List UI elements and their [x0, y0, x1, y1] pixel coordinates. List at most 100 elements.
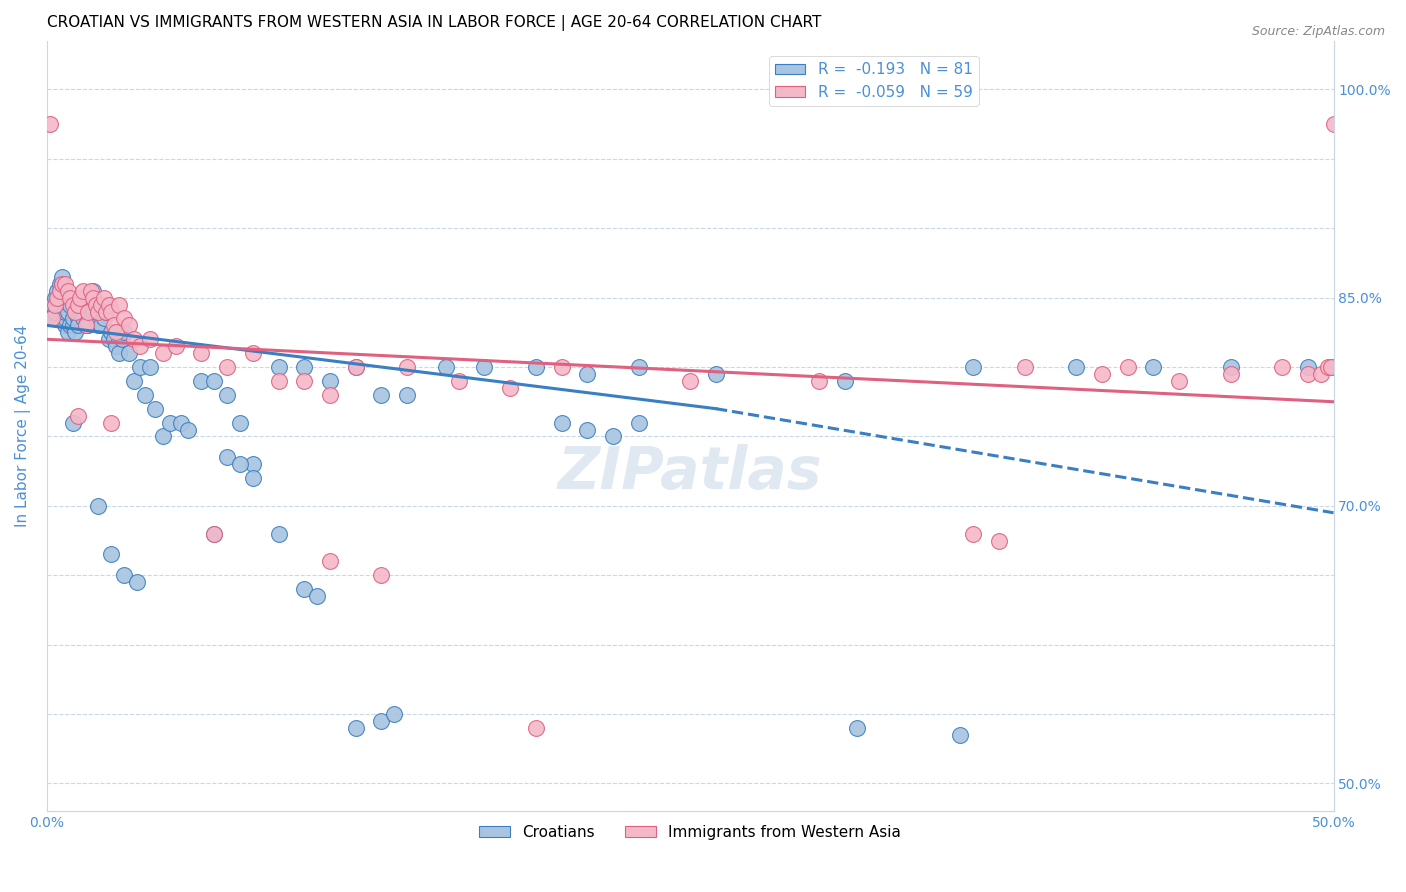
- Point: [382, 706, 405, 721]
- Point: [62, 416, 84, 430]
- Point: [524, 359, 547, 374]
- Point: [44, 297, 66, 311]
- Text: ZIPatlas: ZIPatlas: [558, 443, 823, 500]
- Point: [447, 374, 470, 388]
- Point: [90, 318, 112, 333]
- Point: [82, 304, 104, 318]
- Point: [59, 297, 82, 311]
- Point: [93, 291, 115, 305]
- Point: [100, 326, 122, 340]
- Point: [69, 291, 91, 305]
- Point: [128, 359, 150, 374]
- Point: [77, 318, 100, 333]
- Point: [139, 359, 162, 374]
- Point: [75, 291, 97, 305]
- Point: [576, 367, 599, 381]
- Point: [202, 526, 225, 541]
- Point: [704, 367, 727, 381]
- Point: [217, 359, 239, 374]
- Point: [524, 721, 547, 735]
- Point: [267, 526, 290, 541]
- Point: [1091, 367, 1114, 381]
- Point: [90, 297, 112, 311]
- Point: [51, 277, 73, 291]
- Point: [56, 326, 79, 340]
- Point: [59, 318, 82, 333]
- Point: [679, 374, 702, 388]
- Point: [134, 388, 156, 402]
- Point: [242, 457, 264, 471]
- Point: [108, 346, 131, 360]
- Point: [128, 339, 150, 353]
- Point: [84, 311, 107, 326]
- Point: [112, 311, 135, 326]
- Point: [69, 304, 91, 318]
- Point: [396, 359, 419, 374]
- Point: [46, 291, 69, 305]
- Point: [49, 284, 72, 298]
- Point: [38, 117, 60, 131]
- Point: [1219, 359, 1241, 374]
- Point: [1014, 359, 1036, 374]
- Point: [396, 388, 419, 402]
- Point: [370, 714, 392, 728]
- Point: [72, 284, 94, 298]
- Point: [1116, 359, 1139, 374]
- Point: [152, 429, 174, 443]
- Point: [217, 450, 239, 465]
- Point: [846, 721, 869, 735]
- Point: [112, 326, 135, 340]
- Point: [962, 526, 984, 541]
- Point: [292, 359, 315, 374]
- Point: [190, 374, 212, 388]
- Point: [53, 311, 76, 326]
- Point: [962, 359, 984, 374]
- Point: [170, 416, 193, 430]
- Point: [80, 284, 103, 298]
- Point: [44, 291, 66, 305]
- Point: [1322, 117, 1344, 131]
- Point: [77, 297, 100, 311]
- Point: [103, 332, 125, 346]
- Point: [474, 359, 496, 374]
- Point: [46, 291, 69, 305]
- Point: [66, 318, 89, 333]
- Point: [344, 721, 367, 735]
- Point: [118, 318, 141, 333]
- Point: [370, 388, 392, 402]
- Point: [319, 388, 342, 402]
- Point: [1320, 359, 1343, 374]
- Point: [65, 304, 87, 318]
- Point: [49, 277, 72, 291]
- Point: [46, 284, 69, 298]
- Point: [49, 284, 72, 298]
- Point: [38, 304, 60, 318]
- Point: [267, 359, 290, 374]
- Text: Source: ZipAtlas.com: Source: ZipAtlas.com: [1251, 25, 1385, 38]
- Point: [72, 311, 94, 326]
- Point: [65, 326, 87, 340]
- Point: [87, 318, 110, 333]
- Point: [1168, 374, 1191, 388]
- Point: [434, 359, 457, 374]
- Point: [105, 326, 128, 340]
- Point: [344, 359, 367, 374]
- Point: [190, 346, 212, 360]
- Point: [627, 359, 650, 374]
- Point: [82, 291, 104, 305]
- Y-axis label: In Labor Force | Age 20-64: In Labor Force | Age 20-64: [15, 325, 31, 527]
- Point: [41, 311, 63, 326]
- Point: [103, 318, 125, 333]
- Point: [66, 409, 89, 423]
- Point: [627, 416, 650, 430]
- Point: [69, 304, 91, 318]
- Point: [124, 374, 146, 388]
- Point: [242, 346, 264, 360]
- Point: [1064, 359, 1087, 374]
- Point: [62, 318, 84, 333]
- Point: [96, 304, 118, 318]
- Point: [1296, 359, 1319, 374]
- Point: [319, 554, 342, 568]
- Point: [229, 416, 252, 430]
- Point: [105, 339, 128, 353]
